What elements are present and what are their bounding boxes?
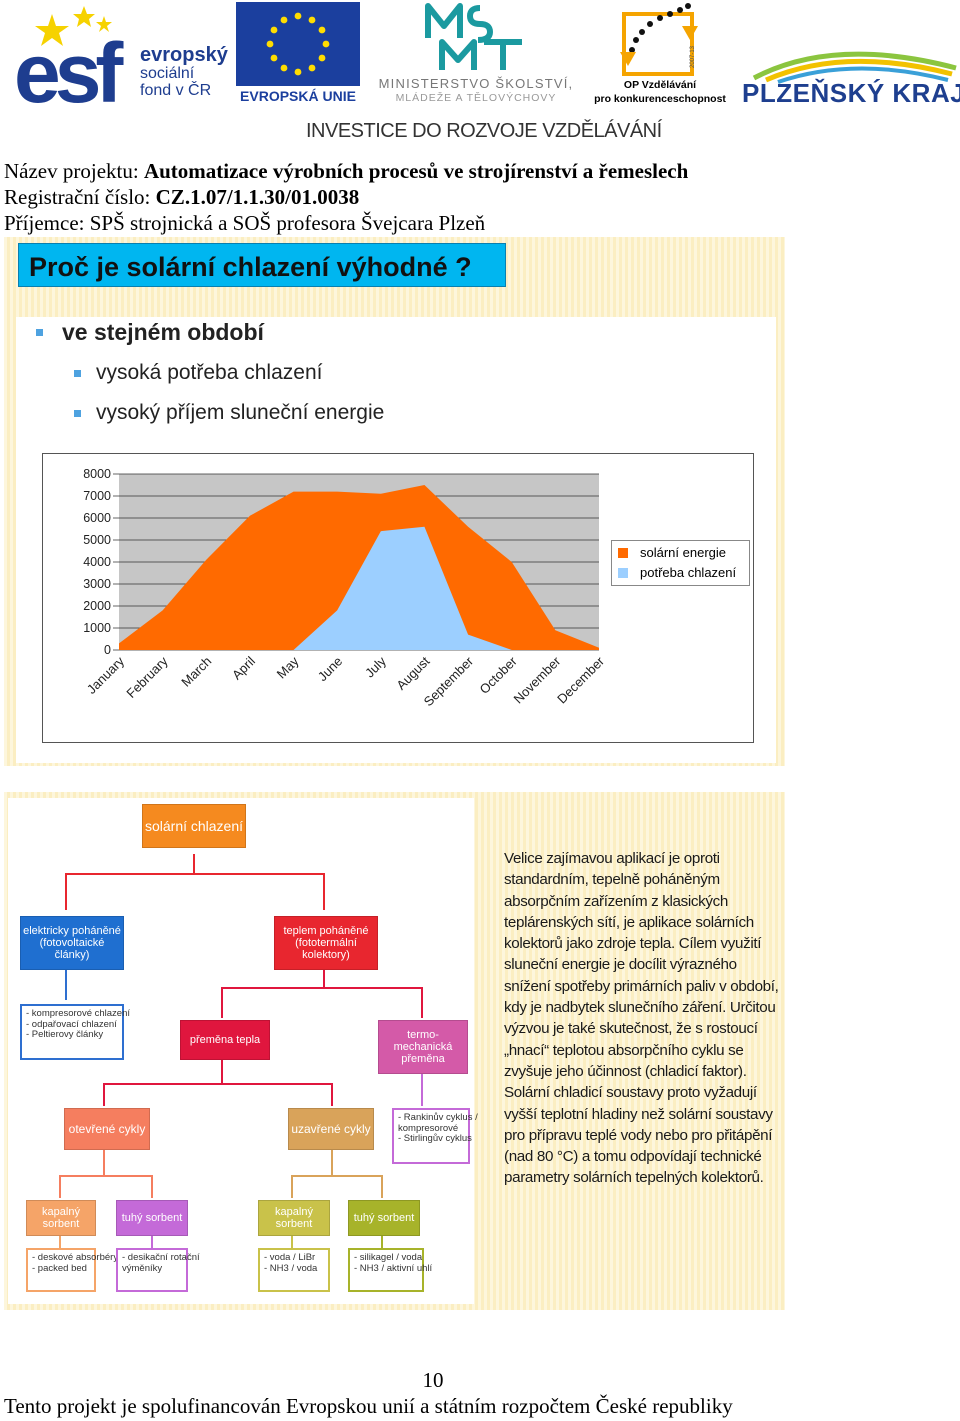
x-tick-label: December bbox=[554, 653, 607, 706]
x-tick-label: October bbox=[477, 653, 521, 697]
legend-label-cooling: potřeba chlazení bbox=[640, 565, 737, 580]
x-tick-label: August bbox=[393, 653, 432, 692]
esf-logo: esf evropský sociální fond v ČR bbox=[14, 2, 228, 106]
recipient-line: Příjemce: SPŠ strojnická a SOŠ profesora… bbox=[4, 210, 485, 236]
leaf-open-liquid: - deskové absorbéry - packed bed bbox=[26, 1248, 118, 1292]
node-closed-solid-sorbent: tuhý sorbent bbox=[348, 1200, 420, 1236]
node-heat-driven: teplem poháněné (fototermální kolektory) bbox=[274, 916, 378, 970]
y-tick-label: 6000 bbox=[83, 511, 111, 525]
x-tick-label: April bbox=[229, 653, 258, 682]
bullet-sub1-text: vysoká potřeba chlazení bbox=[96, 361, 323, 384]
y-tick-label: 2000 bbox=[83, 599, 111, 613]
svg-text:esf: esf bbox=[14, 26, 124, 104]
y-tick-label: 7000 bbox=[83, 489, 111, 503]
legend-swatch-solar bbox=[618, 548, 628, 558]
slide1-title: Proč je solární chlazení výhodné ? bbox=[18, 243, 506, 287]
registration-value: CZ.1.07/1.1.30/01.0038 bbox=[155, 185, 360, 209]
esf-line3: fond v ČR bbox=[140, 82, 212, 99]
chart-legend: solární energie potřeba chlazení bbox=[611, 540, 750, 586]
slide-solar-cooling-advantages: Proč je solární chlazení výhodné ? ve st… bbox=[4, 237, 785, 766]
x-tick-label: May bbox=[274, 653, 302, 681]
y-tick-label: 5000 bbox=[83, 533, 111, 547]
registration-label: Registrační číslo: bbox=[4, 185, 156, 209]
x-tick-label: January bbox=[84, 653, 128, 697]
kraj-swoosh-icon bbox=[752, 51, 957, 84]
investice-label: INVESTICE DO ROZVOJE VZDĚLÁVÁNÍ bbox=[306, 120, 662, 142]
leaf-closed-liquid: - voda / LiBr - NH3 / voda bbox=[258, 1248, 330, 1292]
op-line1: OP Vzdělávání bbox=[623, 79, 697, 91]
bullet-square-icon bbox=[36, 329, 43, 336]
leaf-thermo-cycles: - Rankinův cyklus / kompresorové - Stirlin… bbox=[392, 1108, 478, 1164]
eu-logo: EVROPSKÁ UNIE bbox=[236, 2, 360, 106]
y-tick-label: 8000 bbox=[83, 467, 111, 481]
msmt-logo: MINISTERSTVO ŠKOLSTVÍ, MLÁDEŽE A TĚLOVÝC… bbox=[370, 2, 582, 106]
tree-connectors bbox=[59, 854, 423, 1248]
y-tick-label: 0 bbox=[104, 643, 111, 657]
bullet-square-icon bbox=[74, 370, 81, 377]
bullet-sub1: vysoká potřeba chlazení bbox=[74, 361, 322, 385]
bullet-sub2-text: vysoký příjem sluneční energie bbox=[96, 401, 385, 424]
kraj-label: PLZEŇSKÝ KRAJ bbox=[742, 78, 960, 108]
esf-line1: evropský bbox=[140, 44, 228, 66]
page-number: 10 bbox=[422, 1368, 444, 1392]
node-electric: elektricky poháněné (fotovoltaické články… bbox=[20, 916, 124, 970]
series-area-solar bbox=[119, 485, 599, 650]
msmt-line1: MINISTERSTVO ŠKOLSTVÍ, bbox=[378, 76, 574, 91]
project-name-value: Automatizace výrobních procesů ve strojí… bbox=[143, 159, 689, 183]
op-line2: pro konkurenceschopnost bbox=[594, 93, 726, 105]
msmt-line2: MLÁDEŽE A TĚLOVÝCHOVY bbox=[395, 92, 557, 104]
msmt-mark-icon bbox=[425, 3, 522, 70]
leaf-electric-methods: - kompresorové chlazení - odpařovací chla… bbox=[20, 1004, 130, 1060]
leaf-open-solid: - desikační rotační výměníky bbox=[116, 1248, 200, 1292]
recipient-value: SPŠ strojnická a SOŠ profesora Švejcara … bbox=[89, 211, 486, 235]
legend-item-solar: solární energie bbox=[618, 545, 726, 560]
legend-item-cooling: potřeba chlazení bbox=[618, 565, 736, 580]
node-open-cycles: otevřené cykly bbox=[64, 1108, 150, 1150]
solar-cooling-paragraph: Velice zajímavou aplikací je oproti stan… bbox=[504, 850, 779, 1187]
node-thermo-mechanical: termo-mechanická přeměna bbox=[378, 1020, 468, 1074]
bullet-main-text: ve stejném období bbox=[62, 319, 264, 345]
chart-svg: 0 1000 2000 3000 4000 5000 6000 7000 8000 January… bbox=[83, 467, 607, 709]
node-open-solid-sorbent: tuhý sorbent bbox=[116, 1200, 188, 1236]
registration-line: Registrační číslo: CZ.1.07/1.1.30/01.003… bbox=[4, 184, 359, 210]
node-open-liquid-sorbent: kapalný sorbent bbox=[26, 1200, 96, 1236]
bullet-sub2: vysoký příjem sluneční energie bbox=[74, 401, 384, 425]
node-closed-cycles: uzavřené cykly bbox=[288, 1108, 374, 1150]
footer-text: Tento projekt je spolufinancován Evropsk… bbox=[4, 1394, 733, 1418]
svg-text:2007-13: 2007-13 bbox=[690, 45, 696, 68]
node-solar-cooling: solární chlazení bbox=[142, 804, 246, 848]
y-tick-label: 4000 bbox=[83, 555, 111, 569]
slide1-panel: ve stejném období vysoká potřeba chlazen… bbox=[16, 317, 776, 763]
x-tick-label: June bbox=[315, 654, 346, 685]
slide-solar-cooling-classification: solární chlazení elektricky poháněné (fot… bbox=[4, 792, 785, 1310]
eu-label: EVROPSKÁ UNIE bbox=[240, 88, 356, 104]
series-area-cooling bbox=[119, 526, 599, 650]
project-name-line: Název projektu: Automatizace výrobních p… bbox=[4, 158, 688, 184]
leaf-closed-solid: - silikagel / voda - NH3 / aktivní uhlí bbox=[348, 1248, 432, 1292]
bullet-square-icon bbox=[74, 410, 81, 417]
node-heat-transfer: přeměna tepla bbox=[180, 1020, 270, 1060]
eu-flag-icon bbox=[236, 2, 360, 86]
op-logo: 2007-13 OP Vzdělávání pro konkurencescho… bbox=[590, 2, 730, 106]
solar-vs-cooling-chart: 0 1000 2000 3000 4000 5000 6000 7000 8000 January… bbox=[42, 453, 754, 743]
legend-label-solar: solární energie bbox=[640, 545, 726, 560]
legend-swatch-cooling bbox=[618, 568, 628, 578]
x-tick-label: March bbox=[178, 654, 214, 690]
bullet-main: ve stejném období bbox=[36, 319, 264, 346]
recipient-label: Příjemce: bbox=[4, 211, 90, 235]
x-tick-label: July bbox=[362, 653, 389, 680]
plzensky-kraj-logo: PLZEŇSKÝ KRAJ bbox=[740, 40, 960, 110]
classification-diagram: solární chlazení elektricky poháněné (fot… bbox=[8, 798, 478, 1304]
y-tick-label: 3000 bbox=[83, 577, 111, 591]
project-name-label: Název projektu: bbox=[4, 159, 144, 183]
esf-mark-icon: esf bbox=[14, 6, 130, 104]
node-closed-liquid-sorbent: kapalný sorbent bbox=[258, 1200, 330, 1236]
logo-bar: esf evropský sociální fond v ČR EVROPSKÁ… bbox=[0, 0, 960, 150]
x-tick-label: February bbox=[123, 653, 171, 701]
esf-line2: sociální bbox=[140, 65, 195, 82]
op-mark-icon: 2007-13 bbox=[620, 3, 698, 76]
y-tick-label: 1000 bbox=[83, 621, 111, 635]
